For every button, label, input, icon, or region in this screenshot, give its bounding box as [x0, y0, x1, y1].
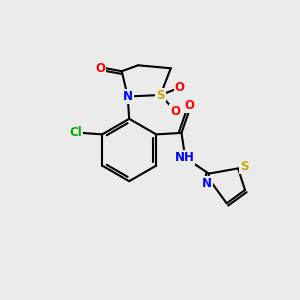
Text: O: O: [170, 105, 180, 118]
Text: O: O: [184, 99, 194, 112]
Text: S: S: [156, 88, 165, 101]
Text: S: S: [240, 160, 248, 173]
Text: Cl: Cl: [69, 126, 82, 140]
Text: N: N: [123, 90, 133, 103]
Text: NH: NH: [175, 151, 194, 164]
Text: O: O: [175, 81, 185, 94]
Text: O: O: [95, 62, 105, 75]
Text: N: N: [202, 177, 212, 190]
